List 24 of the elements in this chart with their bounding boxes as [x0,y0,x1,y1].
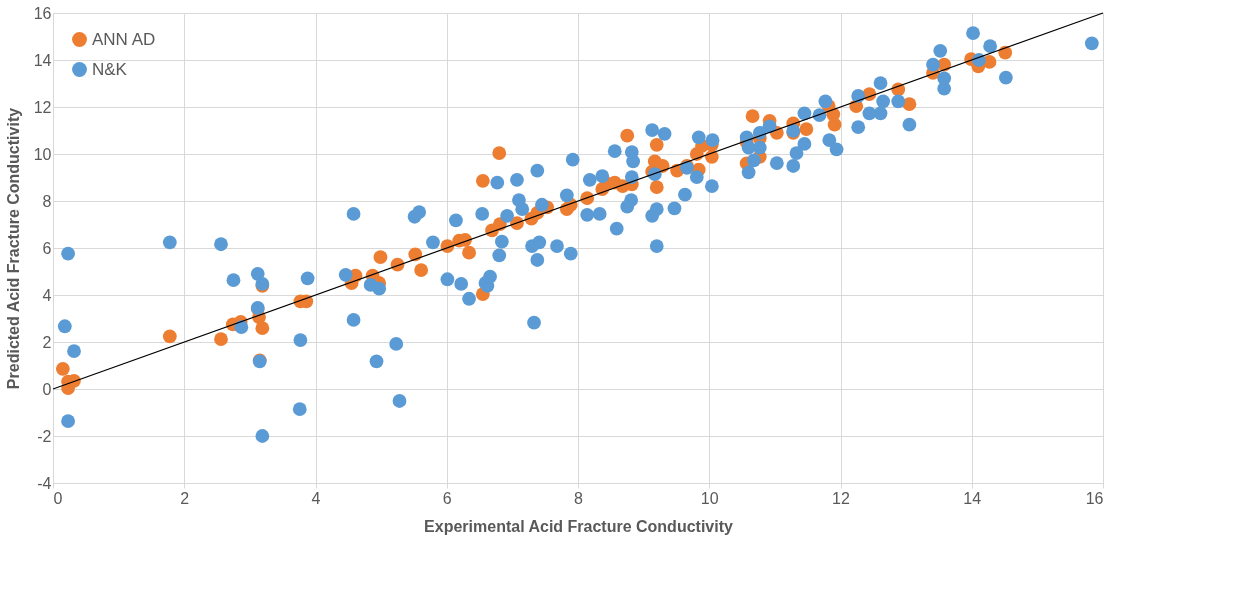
y-tick-label: 14 [33,51,52,69]
x-axis-title: Experimental Acid Fracture Conductivity [424,517,734,535]
y-tick-label: 12 [33,98,52,116]
x-tick-label: 14 [963,489,982,507]
y-tick-label: 8 [42,192,52,210]
x-tick-label: 10 [700,489,719,507]
y-tick-label: 4 [42,286,52,304]
y-tick-label: 6 [42,239,52,257]
y-tick-label: -2 [37,427,52,445]
y-tick-label: 10 [33,145,52,163]
y-tick-label: 16 [33,4,52,22]
y-tick-label: 0 [42,380,52,398]
y-axis-title: Predicted Acid Fracture Conductivity [4,107,22,390]
legend-label: N&K [92,59,128,79]
x-tick-label: 16 [1085,489,1104,507]
x-tick-label: 4 [311,489,321,507]
x-tick-label: 12 [832,489,850,507]
x-tick-label: 8 [574,489,584,507]
x-tick-label: 6 [442,489,452,507]
legend-label: ANN AD [92,29,156,49]
y-tick-label: -4 [37,474,52,492]
x-tick-label: 0 [53,489,63,507]
y-tick-label: 2 [42,333,52,351]
x-tick-label: 2 [180,489,190,507]
